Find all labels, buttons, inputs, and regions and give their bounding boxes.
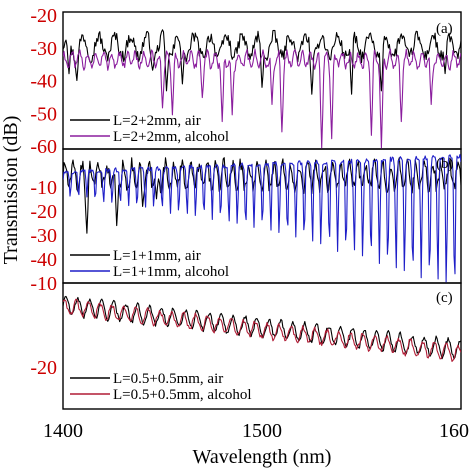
x-tick-label-1600: 160	[439, 420, 469, 442]
legend-label-b-1: L=1+1mm, air	[113, 248, 201, 264]
y-tick-label-c-1: -10	[30, 273, 57, 295]
series-line-b-2	[63, 154, 461, 283]
y-tick-label-b-2: -20	[30, 201, 57, 223]
panel-c-frame	[62, 282, 462, 410]
plot-layer	[63, 29, 461, 362]
x-tick-label-1400: 1400	[43, 420, 83, 442]
panel-b-plot	[63, 154, 461, 283]
panel-c-plot	[63, 295, 461, 362]
legend-label-a-1: L=2+2mm, air	[113, 113, 201, 129]
panel-label-a: (a)	[436, 21, 453, 37]
x-axis-title: Wavelength (nm)	[193, 446, 332, 468]
x-tick-label-1500: 1500	[242, 420, 282, 442]
legend-label-b-2: L=1+1mm, alcohol	[113, 264, 229, 280]
legend-label-c-2: L=0.5+0.5mm, alcohol	[113, 387, 252, 403]
panel-a-plot	[63, 29, 461, 149]
y-tick-label-a-3: -40	[30, 71, 57, 93]
y-tick-label-a-5: -60	[30, 136, 57, 158]
tick-layer: -20-30-40-50-60-10-20-30-40-10-20	[30, 5, 57, 379]
panel-label-b: (b)	[436, 156, 454, 172]
y-tick-label-a-1: -20	[30, 5, 57, 27]
y-tick-label-c-2: -20	[30, 357, 57, 379]
y-tick-label-a-2: -30	[30, 38, 57, 60]
y-tick-label-b-1: -10	[30, 177, 57, 199]
series-line-b-1	[63, 157, 461, 234]
series-line-a-1	[63, 29, 461, 95]
y-tick-label-b-3: -30	[30, 225, 57, 247]
y-tick-label-a-4: -50	[30, 103, 57, 125]
y-tick-label-b-4: -40	[30, 249, 57, 271]
panel-label-c: (c)	[436, 290, 453, 306]
legend-label-c-1: L=0.5+0.5mm, air	[113, 371, 223, 387]
series-line-a-2	[63, 48, 461, 149]
legend-label-a-2: L=2+2mm, alcohol	[113, 129, 229, 145]
y-axis-title: Transmission (dB)	[0, 116, 22, 265]
series-line-c-1	[63, 295, 461, 360]
series-line-c-2	[63, 298, 461, 362]
